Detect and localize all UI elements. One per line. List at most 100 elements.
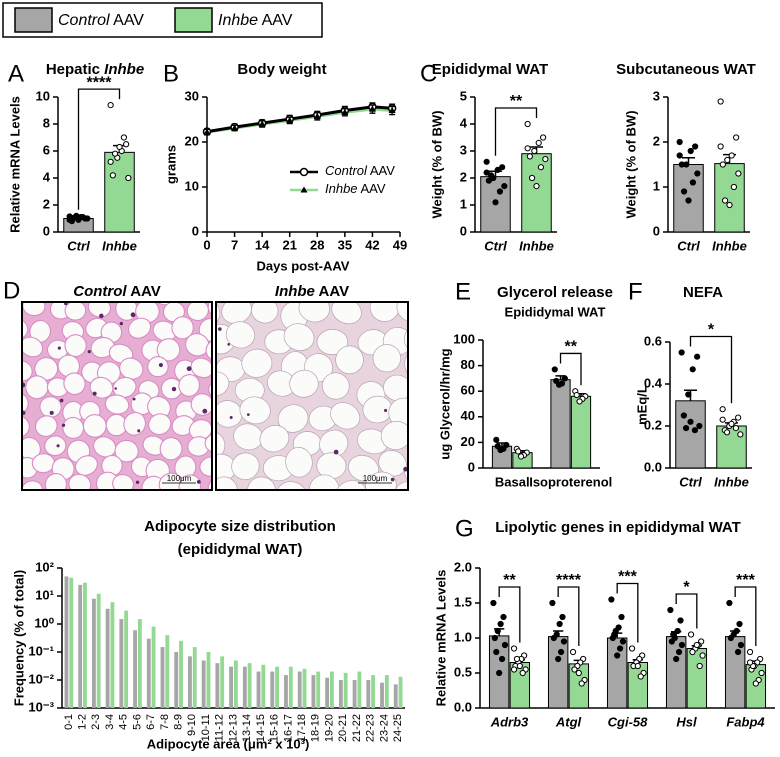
bar <box>261 664 266 708</box>
nucleus <box>57 346 61 350</box>
data-point <box>550 634 557 642</box>
data-point <box>556 620 563 628</box>
x-tick-label: 9-10 <box>186 714 198 736</box>
adipocyte <box>22 360 33 382</box>
data-point <box>107 158 114 165</box>
data-point <box>528 174 536 182</box>
data-point <box>551 366 558 373</box>
data-point <box>571 666 578 673</box>
bar <box>206 652 211 708</box>
adipocyte <box>380 420 408 450</box>
histology-image <box>22 302 212 517</box>
data-point <box>483 158 490 165</box>
bar <box>146 638 151 708</box>
data-point <box>687 418 694 425</box>
line <box>206 105 393 134</box>
adipocyte <box>22 336 44 358</box>
significance-bracket <box>557 586 580 646</box>
x-tick-label: 8-9 <box>173 714 185 730</box>
y-axis-label: Frequency (% of total) <box>11 570 26 707</box>
x-tick-label: 49 <box>393 237 407 252</box>
bar <box>64 576 69 708</box>
y-tick-label: 2.0 <box>454 559 472 574</box>
data-point <box>111 150 119 157</box>
y-tick-label: 2 <box>43 196 50 211</box>
adipocyte <box>62 416 85 439</box>
x-tick-label: 4-5 <box>118 714 130 730</box>
chart-title: Subcutaneous WAT <box>616 61 756 78</box>
bar <box>384 675 389 708</box>
adipocyte <box>34 415 58 437</box>
nucleus <box>218 327 222 331</box>
marker <box>300 186 308 193</box>
data-point <box>524 120 531 128</box>
data-point <box>678 161 685 168</box>
x-tick-label: 14-15 <box>255 714 267 742</box>
x-tick-label: Fabp4 <box>726 714 765 729</box>
adipocyte <box>321 372 350 400</box>
data-point <box>675 648 683 656</box>
data-point <box>674 627 681 635</box>
y-axis-label: Relative mRNA Levels <box>7 96 22 233</box>
y-tick-label: 2 <box>460 169 467 184</box>
bar <box>83 582 87 708</box>
data-point <box>736 620 743 628</box>
nucleus <box>390 477 395 482</box>
data-point <box>699 652 706 659</box>
bar <box>104 151 135 233</box>
adipocyte <box>400 491 439 530</box>
y-tick-label: 0.2 <box>644 417 662 432</box>
image-border <box>21 301 213 491</box>
bar <box>105 608 110 708</box>
data-point <box>561 375 568 382</box>
bar <box>133 630 137 708</box>
data-point <box>618 613 625 621</box>
image-title: Control AAV <box>73 283 161 300</box>
data-point <box>492 199 499 206</box>
nucleus <box>114 387 117 390</box>
data-point <box>542 156 549 163</box>
x-tick-label: Adrb3 <box>490 714 529 729</box>
adipocyte <box>114 439 139 463</box>
adipocyte <box>241 348 273 378</box>
data-point <box>737 641 745 649</box>
adipocyte <box>63 372 86 395</box>
bar <box>188 656 192 708</box>
data-point <box>573 391 580 399</box>
adipocyte <box>190 357 212 379</box>
adipocyte <box>207 302 212 319</box>
y-tick-label: 0 <box>460 223 467 238</box>
data-point <box>496 669 503 677</box>
x-tick-label: 2-3 <box>90 714 102 730</box>
x-tick-label: 15-16 <box>269 714 281 742</box>
adipocyte <box>231 452 260 480</box>
x-tick-label: 23-24 <box>378 714 390 742</box>
nucleus <box>119 321 124 326</box>
chart-title: Epididymal WAT <box>432 61 548 78</box>
adipocyte <box>331 302 362 325</box>
chart-title: Lipolytic genes in epididymal WAT <box>495 519 741 536</box>
data-point <box>493 648 500 656</box>
data-point <box>497 620 504 628</box>
bar <box>91 598 96 708</box>
data-point <box>734 648 742 656</box>
data-point <box>723 429 731 436</box>
bar <box>380 682 384 708</box>
x-tick-label: Inhbe <box>714 474 749 489</box>
adipocyte <box>216 400 243 428</box>
data-point <box>66 213 73 220</box>
nucleus <box>158 362 163 368</box>
adipocyte <box>44 435 67 457</box>
y-tick-label: 3 <box>653 88 660 103</box>
data-point <box>526 153 533 160</box>
adipocyte <box>35 489 64 517</box>
panel-letter: B <box>163 60 179 87</box>
y-tick-label: 10 <box>36 88 50 103</box>
data-point <box>107 102 114 109</box>
significance-label: **** <box>556 572 582 589</box>
adipocyte <box>276 481 308 490</box>
data-point <box>678 349 685 356</box>
y-tick-label: 30 <box>185 88 199 103</box>
data-point <box>728 152 735 159</box>
y-tick-label: 0.4 <box>644 375 663 390</box>
